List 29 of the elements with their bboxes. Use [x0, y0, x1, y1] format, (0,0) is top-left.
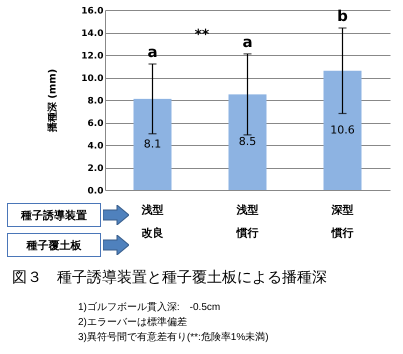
annotation: a: [147, 43, 158, 61]
annotation: a: [242, 32, 253, 51]
x-tick-label: 深型慣行: [330, 204, 354, 240]
data-label: 8.5: [238, 135, 256, 148]
y-tick-label: 2.0: [88, 164, 104, 174]
bar: [228, 94, 266, 190]
label-box: 種子覆土板: [7, 233, 101, 257]
text: 図３ 種子誘導装置と種子覆土板による播種深: [12, 268, 327, 287]
data-label: 8.1: [144, 137, 162, 150]
bar: [324, 70, 362, 190]
text: 3)異符号間で有意差有り(**:危険率1%未満): [78, 330, 269, 344]
y-tick-label: 14.0: [81, 29, 104, 39]
y-tick-label: 6.0: [88, 119, 104, 129]
y-tick-label: 0.0: [88, 186, 104, 196]
y-tick-label: 4.0: [88, 142, 104, 152]
y-tick-label: 16.0: [81, 6, 104, 16]
text: 2)エラーバーは標準偏差: [78, 316, 187, 329]
bar: [134, 98, 172, 190]
y-tick-label: 10.0: [81, 74, 104, 84]
text: 1)ゴルフボール貫入深: -0.5cm: [78, 300, 220, 314]
annotation: b: [337, 7, 348, 25]
y-tick-label: 8.0: [88, 96, 104, 106]
x-tick-label: 浅型改良: [140, 204, 164, 240]
annotation: **: [194, 27, 210, 43]
data-label: 10.6: [330, 123, 355, 136]
label-box: 種子誘導装置: [7, 203, 101, 227]
y-tick-label: 12.0: [81, 52, 104, 62]
y-axis-title: 播種深 (mm): [46, 68, 58, 134]
x-tick-label: 浅型慣行: [236, 204, 258, 240]
